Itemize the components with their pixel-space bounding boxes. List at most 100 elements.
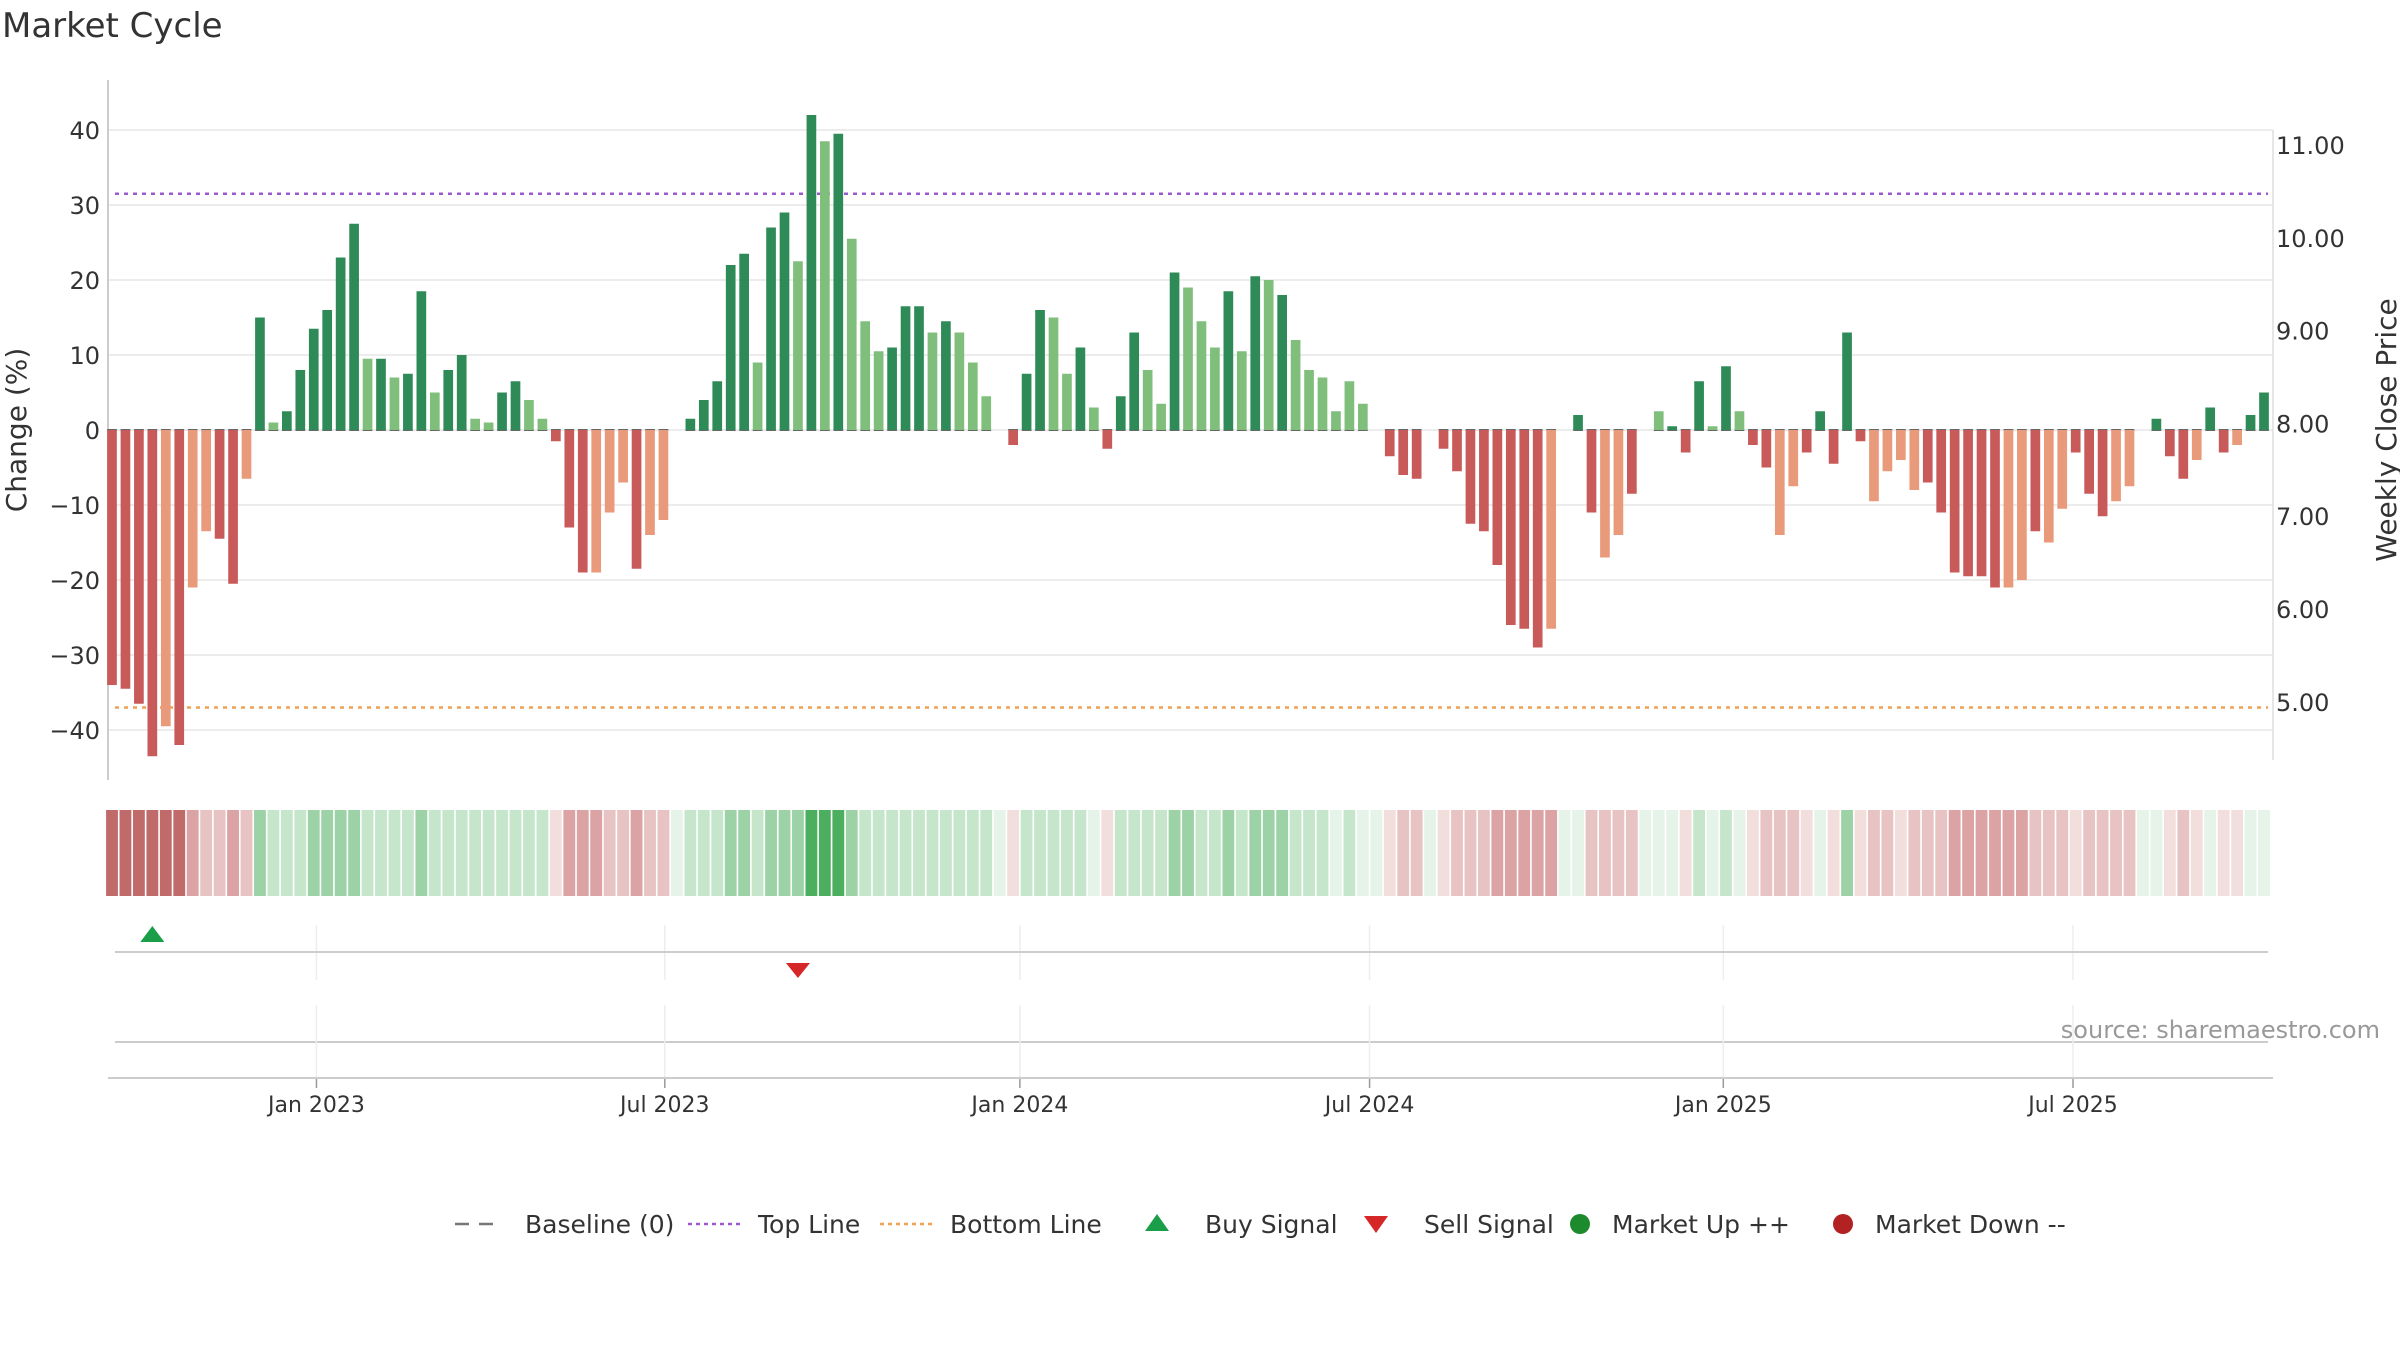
heat-cell <box>993 810 1006 896</box>
heat-cell <box>361 810 374 896</box>
heat-cell <box>213 810 226 896</box>
heat-cell <box>1585 810 1598 896</box>
heat-cell <box>1935 810 1948 896</box>
change-bar <box>967 362 978 430</box>
change-bar <box>2151 418 2162 430</box>
change-bar <box>685 418 696 430</box>
change-bar <box>241 430 252 479</box>
change-bar <box>1479 430 1489 532</box>
heat-cell <box>2204 810 2217 896</box>
change-bar <box>2218 430 2229 453</box>
change-bar <box>1048 317 1059 430</box>
change-bar <box>2043 430 2054 543</box>
heat-cell <box>1451 810 1463 896</box>
change-bar <box>1236 351 1247 430</box>
change-bar <box>1129 332 1140 430</box>
heat-cell <box>711 810 724 896</box>
heat-cell <box>1773 810 1786 896</box>
change-bar <box>1990 430 2000 588</box>
heat-cell <box>254 810 266 896</box>
change-bar <box>524 400 534 430</box>
change-bar <box>1680 430 1691 453</box>
heat-cell <box>1518 810 1531 896</box>
heat-cell <box>1343 810 1356 896</box>
heat-cell <box>173 810 186 896</box>
change-bar <box>914 306 924 430</box>
change-bar <box>712 381 723 430</box>
change-bar <box>645 430 655 535</box>
change-bar <box>1842 332 1852 430</box>
heat-cell <box>1679 810 1692 896</box>
heat-cell <box>1491 810 1504 896</box>
change-bar <box>1721 366 1731 430</box>
heat-cell <box>280 810 293 896</box>
change-bar <box>1452 430 1462 472</box>
heat-cell <box>1074 810 1087 896</box>
change-bar <box>1774 430 1785 535</box>
change-bar <box>1223 291 1234 430</box>
heat-cell <box>482 810 495 896</box>
change-bar <box>187 430 198 588</box>
heat-cell <box>1989 810 2001 896</box>
heat-strip <box>106 810 2270 896</box>
source-label: source: sharemaestro.com <box>2061 1016 2380 1044</box>
change-bar <box>2124 430 2135 487</box>
heat-cell <box>1975 810 1988 896</box>
legend-item: Buy Signal <box>1145 1210 1338 1239</box>
heat-cell <box>926 810 939 896</box>
change-bar <box>1748 430 1758 445</box>
change-bar <box>766 227 776 430</box>
change-bar <box>846 238 857 430</box>
heat-cell <box>899 810 912 896</box>
change-bar <box>1021 373 1032 430</box>
x-tick-label: Jul 2023 <box>618 1093 710 1118</box>
legend-label: Baseline (0) <box>525 1210 674 1239</box>
heat-cell <box>2083 810 2096 896</box>
change-bar <box>1761 430 1772 468</box>
x-axis: Jan 2023 Jul 2023 Jan 2024 Jul 2024 Jan 2025… <box>108 1005 2273 1118</box>
change-bar <box>2232 430 2242 445</box>
change-bar <box>1142 370 1153 430</box>
change-bar <box>1290 340 1301 430</box>
change-bar <box>335 257 346 430</box>
heat-cell <box>1558 810 1571 896</box>
change-bar <box>631 430 642 569</box>
heat-cell <box>1262 810 1275 896</box>
grid-lines <box>108 129 2273 731</box>
change-bar <box>349 223 359 430</box>
change-bars <box>107 115 2269 757</box>
heat-cell <box>1195 810 1208 896</box>
heat-cell <box>765 810 777 896</box>
change-bar <box>1411 430 1422 479</box>
change-bar <box>873 351 884 430</box>
heat-cell <box>1397 810 1410 896</box>
heat-cell <box>1531 810 1544 896</box>
heat-cell <box>549 810 562 896</box>
change-bar <box>268 422 279 430</box>
heat-cell <box>536 810 549 896</box>
heat-cell <box>106 810 118 896</box>
change-bar <box>1358 403 1368 430</box>
change-bar <box>1734 411 1745 430</box>
change-bar <box>1075 347 1086 430</box>
legend-label: Bottom Line <box>950 1210 1102 1239</box>
heat-cell <box>496 810 508 896</box>
heat-cell <box>1424 810 1437 896</box>
change-bar <box>1519 430 1530 629</box>
heat-cell <box>1330 810 1342 896</box>
change-bar <box>1115 396 1126 430</box>
change-bar <box>1465 430 1476 524</box>
change-bar <box>2165 430 2175 457</box>
change-bar <box>1035 310 1045 430</box>
heat-cell <box>644 810 656 896</box>
change-bar <box>1869 430 1879 502</box>
change-bar <box>577 430 588 573</box>
legend-swatch-down-triangle <box>1364 1216 1388 1233</box>
heat-cell <box>1101 810 1114 896</box>
heat-cell <box>1383 810 1396 896</box>
change-bar <box>1627 430 1637 494</box>
heat-cell <box>1222 810 1235 896</box>
change-bar <box>941 321 951 430</box>
heat-cell <box>442 810 455 896</box>
change-bar <box>429 392 440 430</box>
